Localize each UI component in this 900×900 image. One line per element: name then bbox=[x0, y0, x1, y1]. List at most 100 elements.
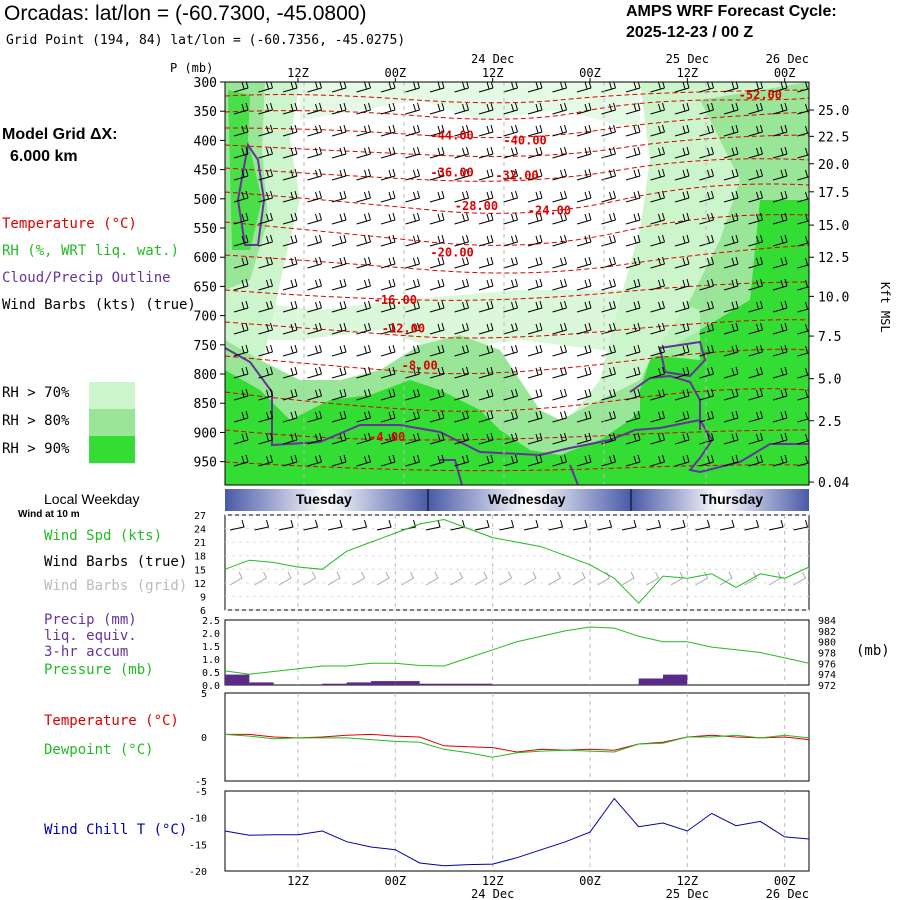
wind-barb bbox=[233, 366, 249, 379]
precip-tick-label: 0.5 bbox=[202, 668, 220, 679]
wind-barb bbox=[503, 344, 518, 357]
wind-barb bbox=[772, 234, 788, 247]
wind-barb bbox=[307, 124, 322, 137]
wind-barb bbox=[625, 146, 641, 159]
wind-barb bbox=[356, 366, 371, 379]
wind-barb bbox=[772, 212, 788, 225]
wind-barb bbox=[527, 234, 543, 247]
wind-barb bbox=[380, 322, 396, 335]
wind-barb bbox=[503, 410, 518, 423]
wind-barb bbox=[380, 190, 396, 203]
wind-barb bbox=[601, 190, 616, 203]
wind-barb bbox=[356, 454, 371, 467]
wind-barb bbox=[674, 146, 690, 159]
wind-barb bbox=[454, 190, 469, 203]
pressure-tick-label: 700 bbox=[194, 310, 217, 325]
wind-barb bbox=[307, 300, 322, 313]
wind-barb bbox=[772, 124, 788, 137]
wind-barb bbox=[356, 432, 371, 445]
grid-point-subtitle: Grid Point (194, 84) lat/lon = (-60.7356… bbox=[6, 33, 406, 48]
wind-barb-true bbox=[327, 519, 343, 531]
precip-tick-label: 1.5 bbox=[202, 642, 220, 653]
legend-temperature: Temperature (°C) bbox=[2, 216, 137, 232]
wind-barb bbox=[478, 190, 494, 203]
kft-tick-label: 10.0 bbox=[818, 290, 849, 305]
wind-barb bbox=[429, 190, 445, 203]
wind-speed-tick-label: 15 bbox=[194, 565, 206, 576]
wind-barb bbox=[772, 388, 788, 401]
wind-barb bbox=[772, 322, 788, 335]
rh-shading bbox=[225, 82, 809, 485]
wind-speed-tick-label: 9 bbox=[200, 592, 206, 603]
wind-barb bbox=[331, 322, 347, 335]
wind-barb-grid bbox=[719, 571, 733, 586]
wind-barb-true bbox=[646, 519, 662, 531]
wind-barb bbox=[625, 168, 641, 181]
precip-bar bbox=[468, 683, 493, 685]
bottom-time-axis: 12Z 00Z 12Z 00Z 12Z 00Z 24 Dec 25 Dec 26 Dec bbox=[287, 874, 809, 900]
rh-swatch-80 bbox=[89, 409, 135, 436]
wind-barb bbox=[552, 234, 567, 247]
temperature-contour-label: -40.00 bbox=[503, 133, 546, 147]
wind-barb bbox=[258, 322, 273, 335]
wind-barb bbox=[650, 256, 665, 269]
wind-barb bbox=[650, 410, 665, 423]
precip-bar bbox=[638, 678, 663, 685]
wind-barb bbox=[552, 146, 567, 159]
wind-speed-tick-label: 24 bbox=[194, 525, 206, 536]
bottom-time-tick-label: 00Z bbox=[384, 874, 406, 888]
wind-barb bbox=[429, 102, 445, 115]
wind-barb bbox=[527, 432, 543, 445]
wind-barb bbox=[748, 256, 763, 269]
wind-barb bbox=[552, 344, 567, 357]
chill-frame bbox=[224, 790, 810, 872]
wind-barb bbox=[503, 432, 518, 445]
wind-barb bbox=[797, 257, 809, 269]
wind-barb bbox=[356, 278, 371, 291]
wind-barb bbox=[307, 388, 322, 401]
top-time-axis: 12Z 00Z 12Z 00Z 12Z 00Z 24 Dec 25 Dec 26 Dec bbox=[287, 52, 809, 82]
precip-bar bbox=[322, 683, 347, 685]
wind-barb bbox=[282, 234, 298, 247]
cloud-outline bbox=[225, 142, 809, 485]
wind-speed-tick-label: 21 bbox=[194, 538, 206, 549]
wind-barb bbox=[699, 366, 714, 379]
temperature-contour-label: -24.00 bbox=[528, 203, 571, 217]
wind-barb bbox=[699, 278, 714, 291]
wind-barb bbox=[674, 190, 690, 203]
wind-barb bbox=[405, 300, 420, 313]
pressure-tick-label: 982 bbox=[818, 627, 836, 638]
wind-barb bbox=[723, 432, 739, 445]
wind-barb bbox=[380, 168, 396, 181]
wind-barb bbox=[650, 190, 665, 203]
wind-barb bbox=[723, 124, 739, 137]
wind-barb bbox=[748, 432, 763, 445]
wind-barb bbox=[797, 125, 809, 137]
precip-bar bbox=[225, 674, 250, 685]
wind-barb bbox=[233, 102, 249, 115]
wind-barb bbox=[625, 234, 641, 247]
wind-barb bbox=[233, 300, 249, 313]
pressure-line bbox=[224, 626, 810, 675]
wind-barb bbox=[723, 212, 739, 225]
wind-barb-grid bbox=[548, 571, 562, 586]
wind-barb bbox=[331, 256, 347, 269]
wind-barb bbox=[503, 124, 518, 137]
top-time-tick-label: 12Z bbox=[287, 66, 309, 80]
wind-barb-true bbox=[352, 519, 368, 531]
wind-barb bbox=[380, 454, 396, 467]
wind-barb bbox=[478, 344, 494, 357]
rh-swatch-90 bbox=[89, 436, 135, 463]
wind-barb bbox=[356, 256, 371, 269]
top-date-label: 24 Dec bbox=[471, 52, 514, 66]
wind-barb bbox=[405, 102, 420, 115]
wind-barb bbox=[601, 366, 616, 379]
wind-barb bbox=[674, 344, 690, 357]
wind-barb bbox=[552, 410, 567, 423]
wind-barb bbox=[699, 102, 714, 115]
wind-barb bbox=[233, 168, 249, 181]
label-temperature: Temperature (°C) bbox=[44, 713, 179, 729]
wind-barb bbox=[454, 168, 469, 181]
forecast-cycle-label: AMPS WRF Forecast Cycle: bbox=[626, 3, 837, 20]
wind-barb bbox=[797, 235, 809, 247]
